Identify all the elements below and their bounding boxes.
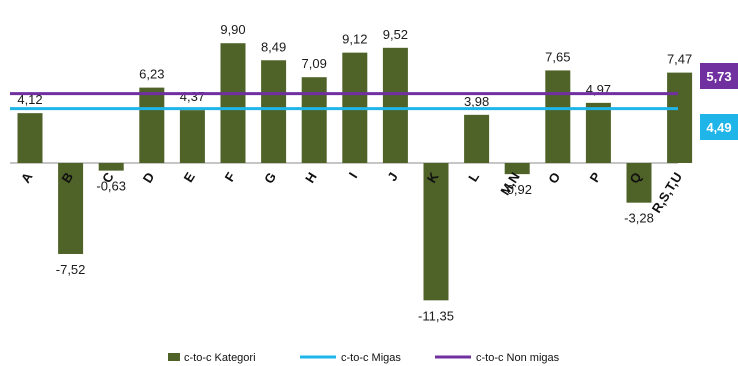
bar-j bbox=[382, 47, 408, 163]
bar-p bbox=[585, 102, 611, 163]
nonmigas-badge-label: 5,73 bbox=[706, 69, 731, 84]
data-label: 9,52 bbox=[383, 27, 408, 42]
category-label: L bbox=[465, 170, 482, 185]
category-label: G bbox=[261, 170, 279, 187]
bar-d bbox=[139, 87, 165, 163]
bar-e bbox=[179, 110, 205, 163]
bar-g bbox=[261, 60, 287, 164]
data-label: 7,09 bbox=[302, 56, 327, 71]
category-label: R,S,T,U bbox=[649, 170, 685, 216]
data-label: 9,12 bbox=[342, 32, 367, 47]
bar-r-s-t-u bbox=[667, 72, 693, 163]
legend-label-kategori: c-to-c Kategori bbox=[184, 352, 256, 364]
bar-a bbox=[17, 113, 43, 163]
data-label: 7,47 bbox=[667, 52, 692, 67]
legend-label-migas: c-to-c Migas bbox=[341, 352, 401, 364]
category-label: H bbox=[302, 170, 320, 186]
data-label: 9,90 bbox=[220, 22, 245, 37]
category-label: A bbox=[18, 169, 36, 185]
data-label: 7,65 bbox=[545, 49, 570, 64]
bar-f bbox=[220, 43, 246, 163]
migas-badge-label: 4,49 bbox=[706, 120, 731, 135]
migas-badge bbox=[700, 114, 738, 140]
legend-swatch-kategori bbox=[168, 353, 180, 361]
data-label: -0,92 bbox=[502, 182, 532, 197]
legend-label-nonmigas: c-to-c Non migas bbox=[476, 352, 560, 364]
data-label: 4,12 bbox=[17, 92, 42, 107]
data-label: -3,28 bbox=[624, 211, 654, 226]
data-label: 8,49 bbox=[261, 39, 286, 54]
category-label: E bbox=[181, 169, 198, 185]
nonmigas-badge bbox=[700, 63, 738, 89]
bar-o bbox=[545, 70, 571, 163]
data-label: 4,37 bbox=[180, 89, 205, 104]
category-label: D bbox=[140, 170, 158, 186]
bar-b bbox=[58, 163, 84, 254]
category-label: O bbox=[545, 170, 563, 187]
bar-m-n bbox=[504, 163, 530, 175]
reference-lines-group: 5,73 4,49 bbox=[10, 63, 738, 140]
category-label: J bbox=[384, 170, 401, 184]
bar-l bbox=[464, 114, 490, 163]
data-label: 6,23 bbox=[139, 67, 164, 82]
legend: c-to-c Kategori c-to-c Migas c-to-c Non mi… bbox=[168, 352, 560, 364]
bar-c bbox=[98, 163, 124, 171]
bar-h bbox=[301, 77, 327, 163]
bar-k bbox=[423, 163, 449, 301]
data-label: -11,35 bbox=[418, 308, 454, 323]
data-label: -7,52 bbox=[56, 262, 86, 277]
category-label: P bbox=[587, 169, 604, 185]
data-labels-group: 4,12 -7,52 -0,63 6,23 4,37 9,90 8,49 7,09 9,12 9,… bbox=[17, 22, 692, 323]
category-label: F bbox=[222, 170, 239, 185]
category-label: I bbox=[346, 170, 361, 181]
data-label: 3,98 bbox=[464, 94, 489, 109]
bar-q bbox=[626, 163, 652, 203]
data-label: -0,63 bbox=[96, 179, 126, 194]
